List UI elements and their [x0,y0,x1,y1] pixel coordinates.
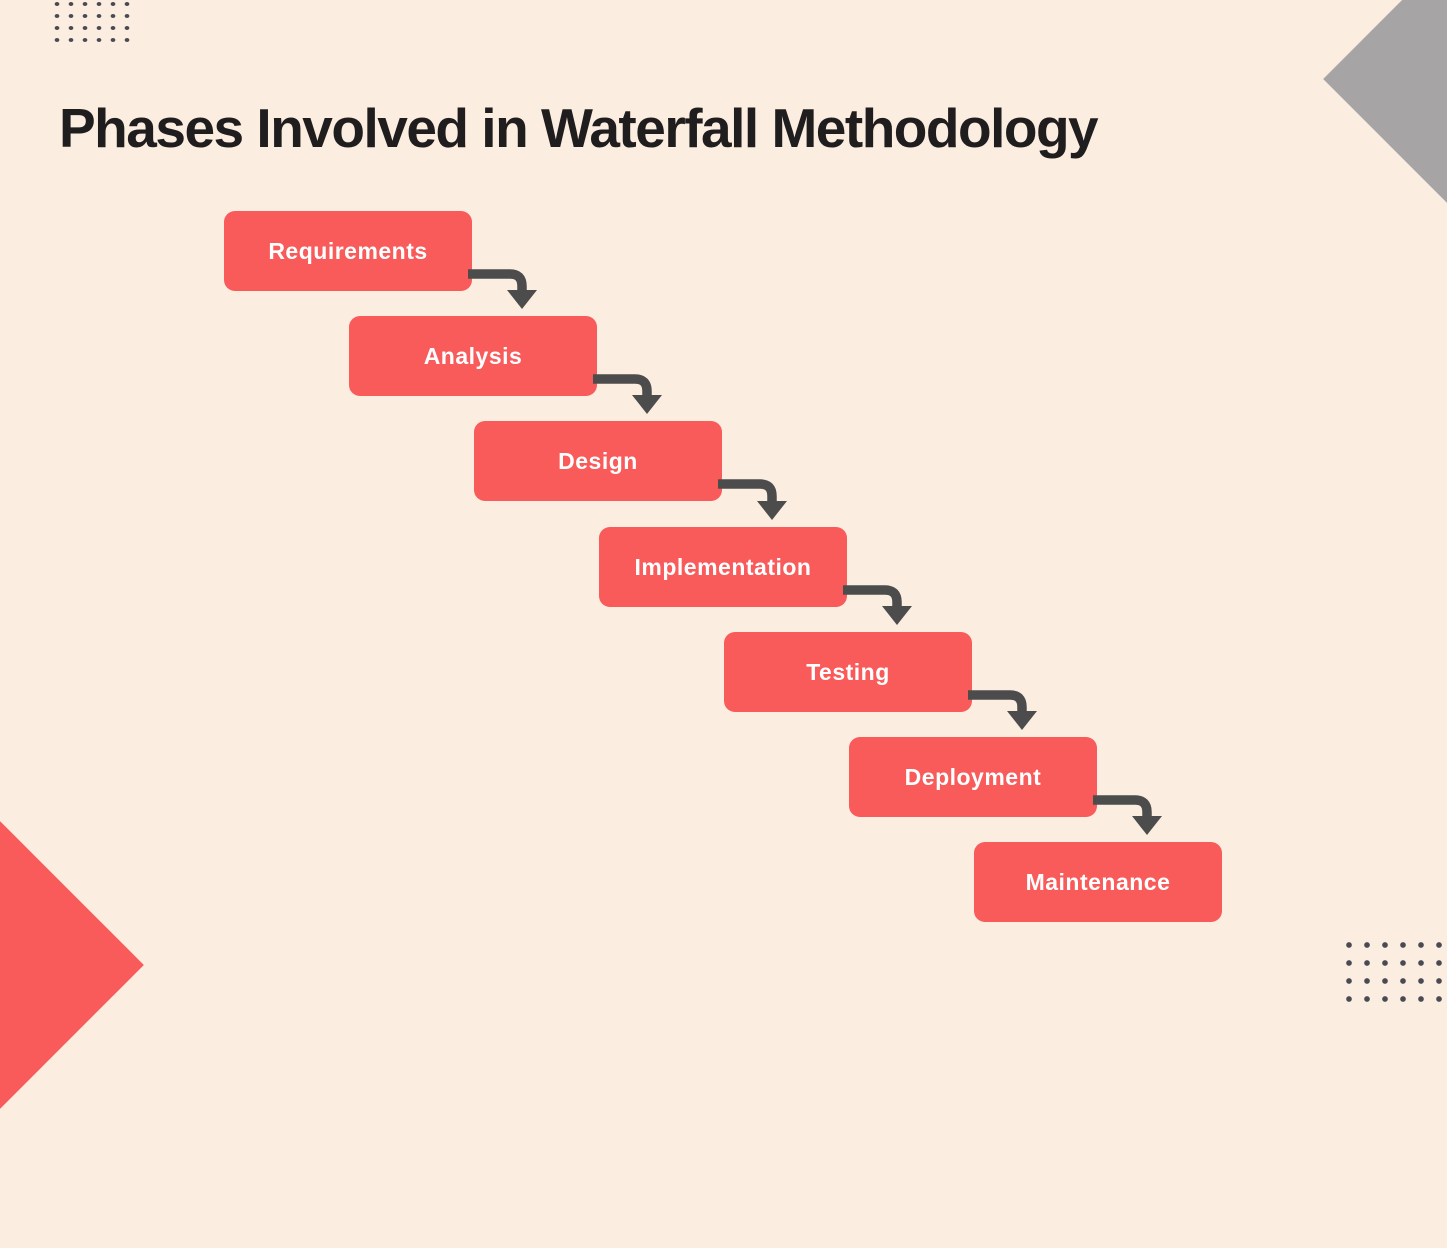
phase-label: Design [558,447,638,474]
diagram-title: Phases Involved in Waterfall Methodology [59,97,1099,159]
phase-label: Maintenance [1025,868,1171,895]
phase-box-maintenance: Maintenance [974,842,1222,922]
phase-box-implementation: Implementation [599,527,847,607]
arrow-head [507,290,537,309]
arrow-connector [968,690,1027,714]
arrow-head [882,606,912,625]
phase-label: Deployment [904,763,1042,790]
waterfall-diagram: Requirements Analysis Design Implementation… [224,211,1222,922]
arrow-connector [593,374,652,398]
phase-box-design: Design [474,421,722,501]
arrow-connector [843,585,902,609]
phase-box-testing: Testing [724,632,972,712]
arrow-head [632,395,662,414]
arrow-connector [1093,795,1152,819]
flow-arrows [468,269,1162,835]
arrow-head [1007,711,1037,730]
phase-box-requirements: Requirements [224,211,472,291]
phase-label: Analysis [423,342,523,369]
arrow-connector [718,479,777,504]
arrow-connector [468,269,527,293]
arrow-head [757,501,787,520]
phase-label: Requirements [268,237,428,264]
phase-label: Testing [806,658,890,685]
arrow-head [1132,816,1162,835]
phase-box-analysis: Analysis [349,316,597,396]
phase-label: Implementation [634,553,812,580]
phase-box-deployment: Deployment [849,737,1097,817]
